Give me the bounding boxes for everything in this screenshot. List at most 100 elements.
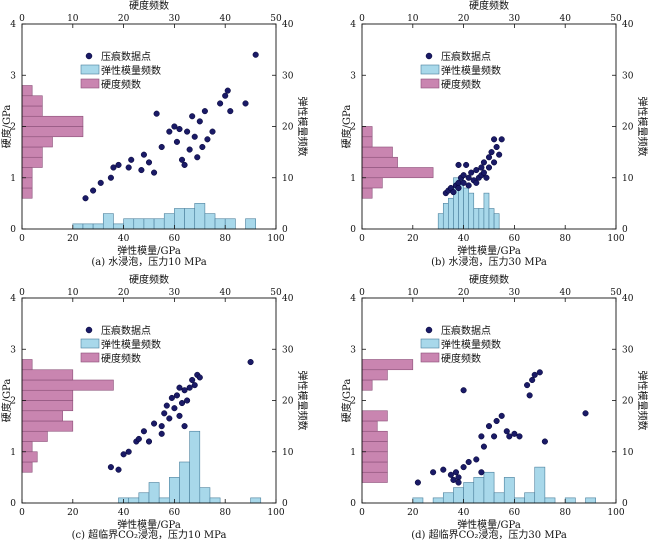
legend-point-marker [85,52,93,60]
modulus-histogram-bar [214,218,226,230]
data-point [582,410,589,417]
data-point [224,87,231,94]
data-point [189,376,196,384]
data-point [511,430,518,437]
x-tick-label: 100 [267,508,284,518]
data-point [181,161,188,168]
top-tick-label: 40 [559,288,571,298]
modulus-histogram-bar [524,492,536,504]
data-point [440,466,447,473]
data-point [201,108,208,115]
data-point [110,164,117,171]
hardness-histogram-bar [21,400,74,412]
y-tick-label: 0 [350,225,356,235]
data-point [158,430,165,437]
data-point [171,123,178,130]
data-point [455,184,462,192]
modulus-histogram-bar [189,430,201,504]
y-axis-label: 硬度/GPa [340,379,353,423]
right-axis-label: 弹性模量频数 [636,97,649,157]
legend-point-marker [425,52,433,60]
data-point [498,136,505,143]
data-point [455,179,462,186]
y-tick-label: 4 [10,294,16,304]
hardness-histogram-bar [361,441,388,453]
legend-point-marker [425,326,433,334]
data-point [107,464,114,471]
right-tick-label: 30 [282,71,294,81]
y-tick-label: 2 [350,123,356,133]
y-tick-label: 3 [10,345,16,355]
top-tick-label: 40 [559,14,571,24]
data-point [158,423,165,430]
modulus-histogram-bar [204,213,216,230]
data-point [181,423,188,430]
modulus-histogram-bar [174,208,185,230]
data-point [480,169,487,176]
x-tick-label: 80 [559,234,571,244]
modulus-histogram-bar [250,497,262,504]
x-tick-label: 20 [407,234,419,244]
data-point [478,433,485,440]
data-point [455,161,462,168]
top-axis-label: 硬度频数 [469,273,509,286]
hardness-histogram-bar [21,420,74,432]
data-point [145,159,153,166]
hardness-histogram-bar [21,379,114,391]
data-point [97,179,104,186]
modulus-histogram-bar [153,218,165,230]
hardness-histogram-bar [21,126,84,138]
data-point [496,151,503,158]
hardness-histogram-bar [361,461,388,473]
data-point [173,392,180,399]
data-point [478,164,485,171]
legend-hardness-swatch [420,352,440,363]
data-point [516,433,523,440]
modulus-histogram-bar [102,213,114,230]
top-tick-label: 30 [509,14,521,24]
legend-label-hardness: 硬度频数 [101,352,141,365]
legend-point-marker [85,326,93,334]
x-tick-label: 40 [118,234,130,244]
legend-label-modulus: 弹性模量频数 [101,338,161,351]
modulus-histogram-bar [544,497,556,504]
data-point [452,469,460,476]
right-axis-label: 弹性模量频数 [636,371,649,431]
data-point [145,438,153,445]
modulus-histogram-bar [92,223,104,230]
x-tick-label: 20 [67,234,79,244]
panel-caption: (a) 水浸泡，压力10 MPa [91,255,206,268]
hardness-histogram-bar [21,115,84,127]
data-point [473,456,480,463]
x-axis-label: 弹性模量/GPa [117,518,181,531]
hardness-histogram-bar [361,187,373,199]
right-tick-label: 40 [282,20,294,30]
top-axis-label: 硬度频数 [129,273,169,286]
data-point [138,167,145,174]
top-tick-label: 30 [169,288,181,298]
data-point [242,100,249,107]
data-point [485,164,493,171]
data-point [222,92,229,99]
right-tick-label: 0 [622,499,628,509]
data-point [171,405,178,412]
y-tick-label: 3 [350,345,356,355]
hardness-histogram-bar [21,410,63,422]
x-tick-label: 20 [407,508,419,518]
panel-caption: (b) 水浸泡，压力30 MPa [431,255,547,268]
modulus-histogram-bar [503,477,515,504]
top-tick-label: 40 [219,14,231,24]
data-point [217,100,224,107]
panel-caption: (c) 超临界CO₂浸泡，压力10 MPa [72,528,227,541]
hardness-histogram-bar [361,430,388,442]
modulus-histogram-bar [209,497,221,504]
data-point [186,146,193,153]
data-point [463,161,470,168]
top-tick-label: 50 [610,14,622,24]
data-point [115,161,122,168]
modulus-histogram-bar [133,218,145,230]
data-point [460,464,467,471]
top-tick-label: 50 [610,288,622,298]
